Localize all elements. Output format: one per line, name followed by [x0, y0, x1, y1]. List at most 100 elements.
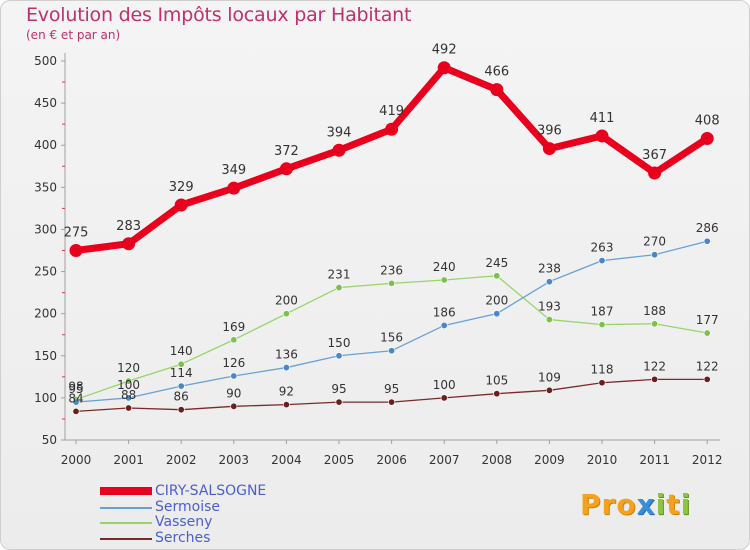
x-tick-label: 2006	[376, 453, 407, 467]
data-label: 245	[485, 256, 508, 270]
x-tick-label: 2002	[166, 453, 197, 467]
data-point	[703, 329, 711, 337]
data-label: 88	[121, 388, 136, 402]
data-point	[174, 198, 188, 212]
data-label: 419	[379, 104, 404, 119]
data-label: 100	[433, 378, 456, 392]
legend-swatch-sermoise	[100, 506, 152, 509]
data-point	[493, 390, 501, 398]
series-line-ciry-salsogne	[72, 64, 711, 254]
data-label: 122	[643, 359, 666, 373]
data-label: 150	[328, 336, 351, 350]
data-label: 240	[433, 260, 456, 274]
data-point	[388, 279, 396, 287]
data-label: 231	[328, 268, 351, 282]
data-point	[598, 379, 606, 387]
data-point	[648, 166, 662, 180]
data-point	[279, 162, 293, 176]
data-point	[545, 316, 553, 324]
data-point	[125, 404, 133, 412]
x-tick-label: 2004	[271, 453, 302, 467]
legend-label-sermoise: Sermoise	[155, 498, 221, 515]
data-point	[72, 398, 80, 406]
data-label: 283	[116, 219, 141, 234]
data-point	[545, 386, 553, 394]
data-label: 466	[484, 65, 509, 80]
legend-swatch-serches	[100, 537, 152, 540]
data-point	[440, 321, 448, 329]
legend-swatch-vasseny	[100, 522, 152, 524]
y-tick-label: 450	[34, 96, 57, 110]
data-point	[385, 122, 399, 136]
data-point	[595, 129, 609, 143]
y-tick-label: 500	[34, 54, 57, 68]
data-label: 90	[226, 386, 241, 400]
x-tick-label: 2010	[587, 453, 618, 467]
data-label: 275	[64, 226, 89, 241]
data-point	[598, 321, 606, 329]
data-label: 492	[432, 43, 457, 58]
data-label: 329	[169, 180, 194, 195]
data-point	[335, 398, 343, 406]
data-point	[335, 352, 343, 360]
x-tick-label: 2011	[639, 453, 670, 467]
legend-label-serches: Serches	[155, 529, 211, 546]
data-point	[69, 244, 83, 257]
data-label: 126	[222, 356, 245, 370]
data-label: 270	[643, 235, 666, 249]
data-point	[598, 257, 606, 265]
data-point	[177, 360, 185, 368]
data-label: 95	[68, 382, 83, 396]
data-label: 200	[275, 294, 298, 308]
data-label: 136	[275, 348, 298, 362]
data-label: 120	[117, 361, 140, 375]
data-label: 118	[591, 363, 614, 377]
data-label: 100	[117, 378, 140, 392]
data-label: 188	[643, 304, 666, 318]
data-point	[388, 347, 396, 355]
data-point	[388, 398, 396, 406]
data-label: 238	[538, 262, 561, 276]
data-label: 95	[331, 382, 346, 396]
data-label: 114	[170, 366, 193, 380]
proxiti-logo: Proxiti	[580, 488, 692, 521]
data-label: 236	[380, 263, 403, 277]
data-label: 411	[590, 111, 615, 126]
data-label: 177	[696, 313, 719, 327]
data-label: 349	[221, 163, 246, 178]
x-tick-label: 2003	[219, 453, 250, 467]
data-point	[651, 251, 659, 259]
data-point	[490, 83, 504, 97]
legend-label-vasseny: Vasseny	[155, 514, 213, 530]
data-point	[440, 394, 448, 402]
data-point	[493, 310, 501, 318]
data-point	[700, 131, 714, 145]
data-point	[651, 320, 659, 328]
legend-label-ciry-salsogne: CIRY-SALSOGNE	[155, 483, 267, 499]
x-tick-label: 2009	[534, 453, 565, 467]
data-point	[282, 401, 290, 409]
data-point	[227, 181, 241, 195]
data-point	[282, 364, 290, 372]
data-point	[125, 394, 133, 402]
data-label: 187	[591, 305, 614, 319]
data-point	[125, 377, 133, 385]
data-label: 200	[485, 294, 508, 308]
data-label: 286	[696, 221, 719, 235]
x-tick-label: 2012	[692, 453, 723, 467]
y-tick-label: 300	[34, 222, 57, 236]
chart-subtitle: (en € et par an)	[26, 28, 121, 42]
y-tick-label: 400	[34, 138, 57, 152]
y-tick-label: 100	[34, 391, 57, 405]
data-point	[230, 372, 238, 380]
chart-title: Evolution des Impôts locaux par Habitant	[26, 4, 412, 26]
data-point	[493, 272, 501, 280]
data-point	[282, 310, 290, 318]
data-label: 394	[327, 125, 352, 140]
data-point	[651, 375, 659, 383]
data-point	[332, 143, 346, 157]
x-tick-label: 2001	[113, 453, 144, 467]
data-point	[440, 276, 448, 284]
